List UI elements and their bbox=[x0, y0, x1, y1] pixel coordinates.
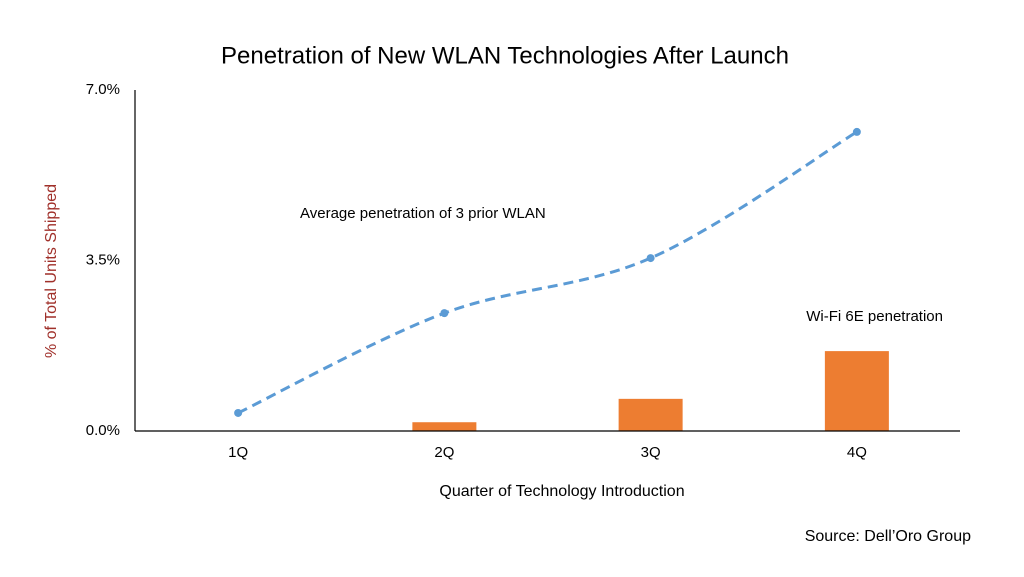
bar-series-label: Wi-Fi 6E penetration bbox=[806, 308, 943, 325]
line-marker bbox=[852, 127, 861, 136]
x-tick-label: 2Q bbox=[434, 444, 454, 461]
x-tick-label: 4Q bbox=[847, 444, 867, 461]
x-tick-label: 3Q bbox=[641, 444, 661, 461]
line-series-label: Average penetration of 3 prior WLAN bbox=[300, 205, 546, 222]
line-marker bbox=[234, 408, 243, 417]
y-tick-label: 3.5% bbox=[86, 251, 120, 268]
bar bbox=[618, 398, 683, 431]
chart-title: Penetration of New WLAN Technologies Aft… bbox=[221, 42, 789, 69]
line bbox=[237, 130, 858, 415]
bar bbox=[824, 351, 889, 431]
y-axis-label: % of Total Units Shipped bbox=[43, 184, 60, 358]
y-tick-label: 7.0% bbox=[86, 81, 120, 98]
y-tick-label: 0.0% bbox=[86, 422, 120, 439]
x-tick-label: 1Q bbox=[228, 444, 248, 461]
line-marker bbox=[440, 309, 449, 318]
source: Source: Dell’Oro Group bbox=[805, 528, 971, 545]
line-marker bbox=[646, 254, 655, 263]
x-axis-label: Quarter of Technology Introduction bbox=[439, 483, 684, 500]
bar bbox=[412, 422, 477, 431]
